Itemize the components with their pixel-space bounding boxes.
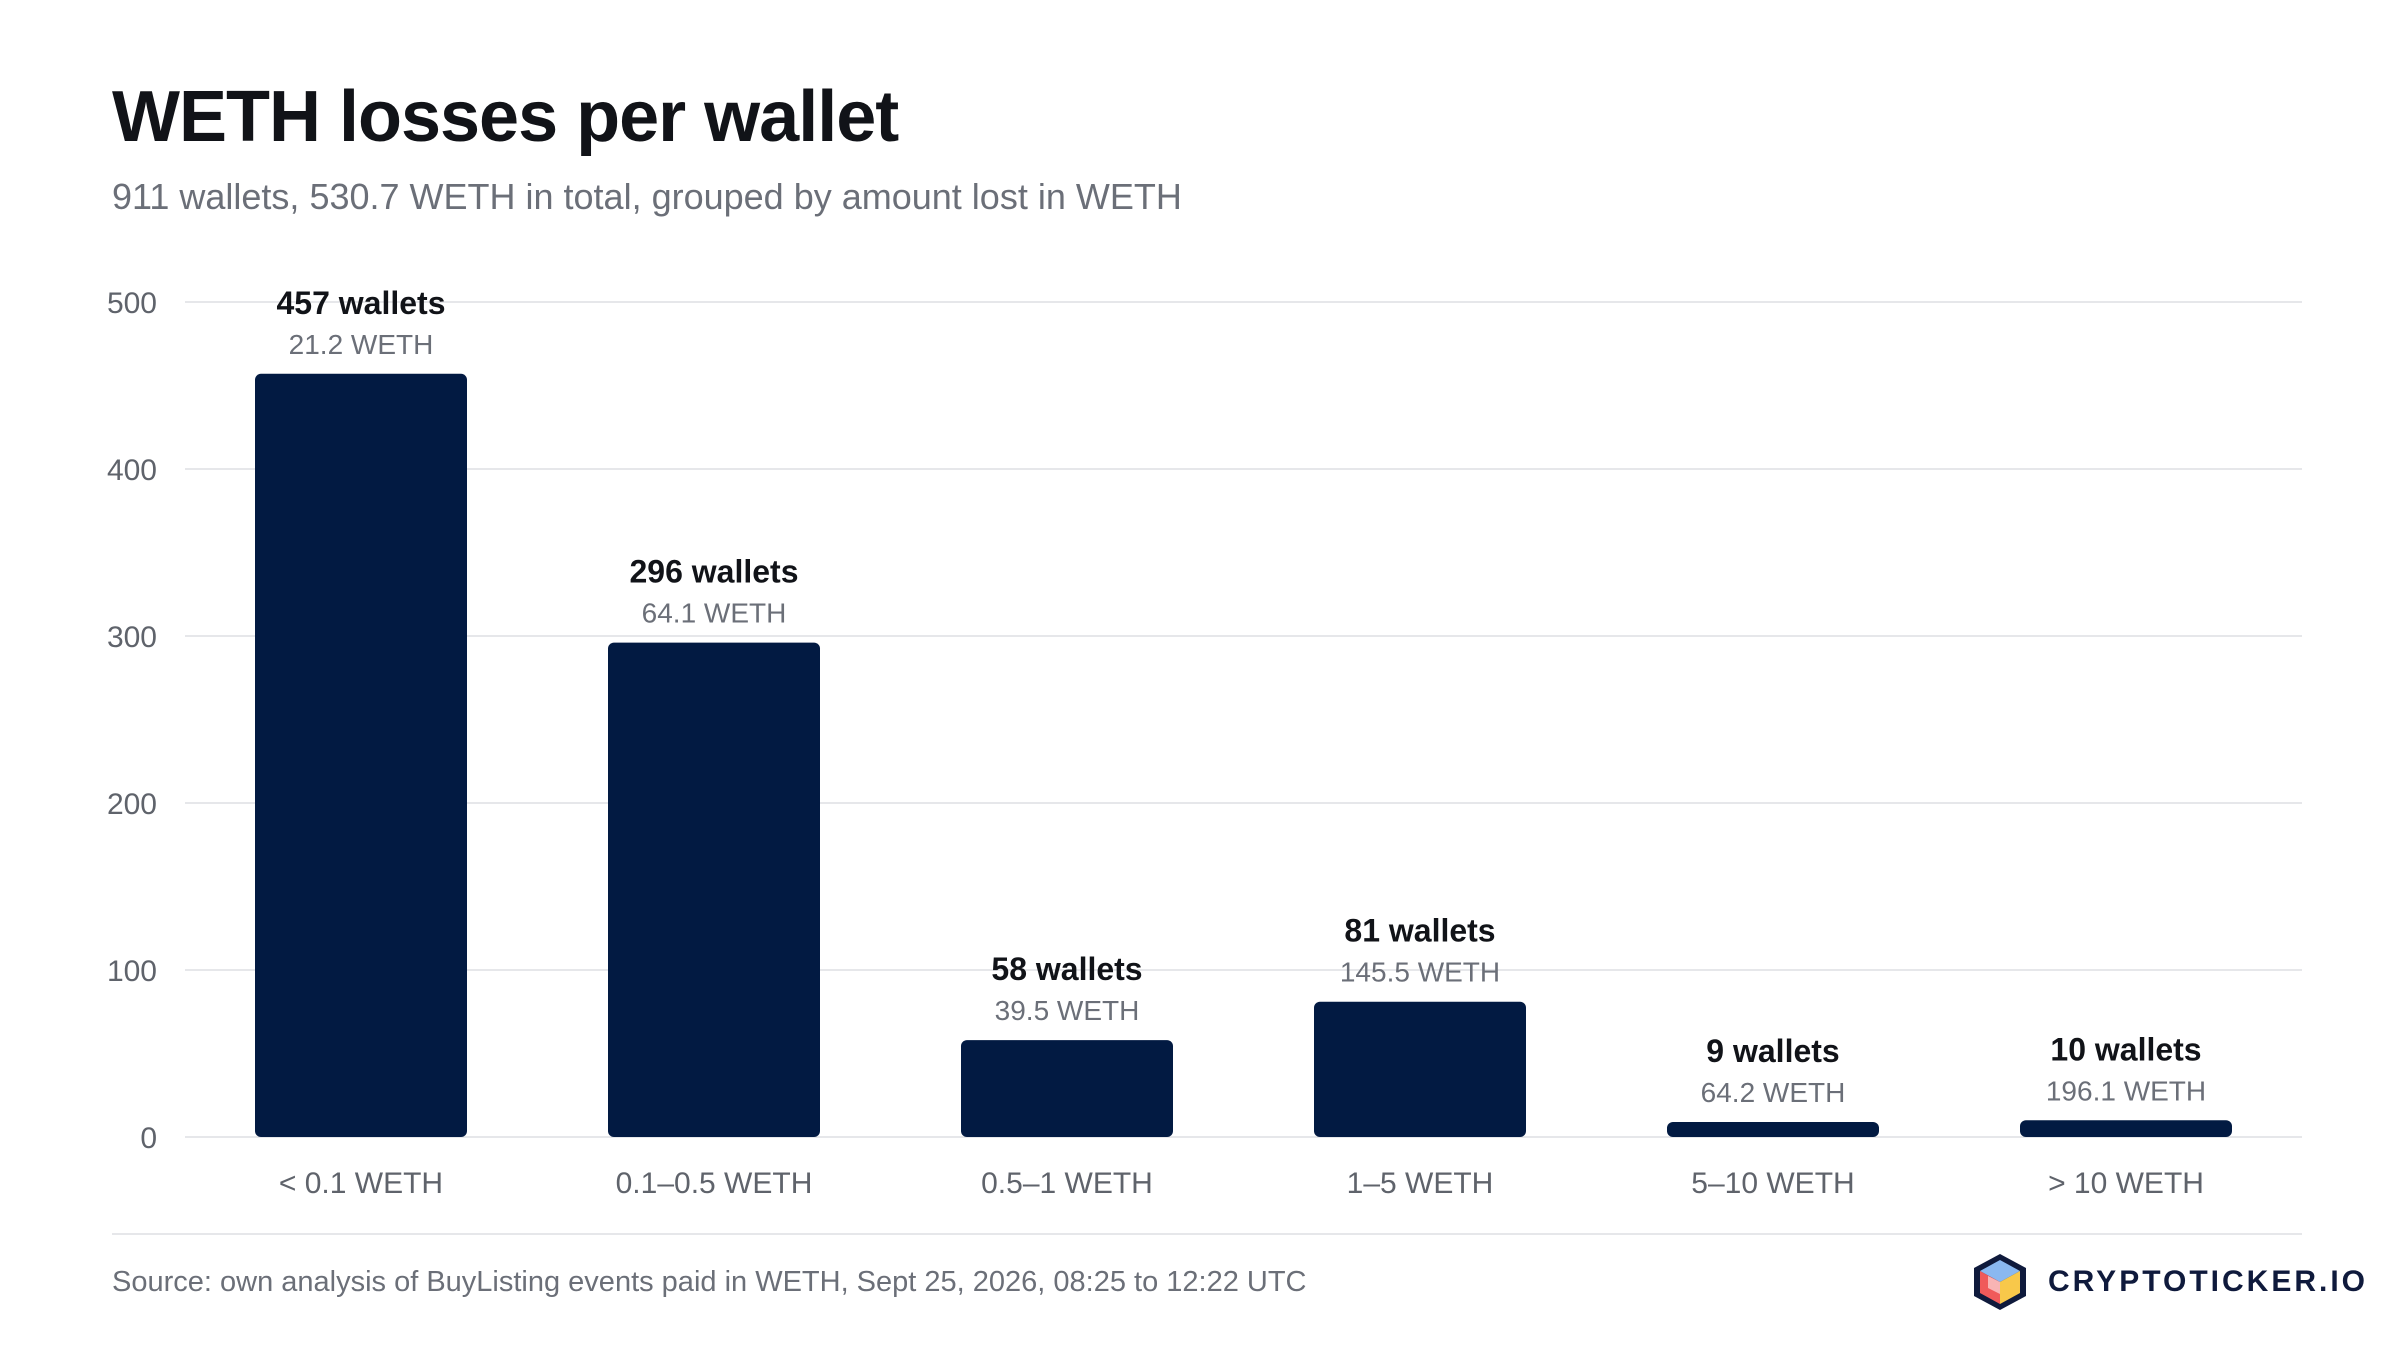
footer-divider — [112, 1233, 2302, 1235]
bar — [1667, 1121, 1879, 1137]
bar-weth-label: 64.1 WETH — [642, 598, 787, 629]
cube-logo-icon — [1973, 1254, 2026, 1310]
bar-value-label: 10 wallets — [2050, 1031, 2201, 1067]
x-tick-label: > 10 WETH — [2048, 1167, 2204, 1200]
bar — [961, 1040, 1173, 1137]
x-tick-label: 5–10 WETH — [1691, 1167, 1854, 1200]
chart-subtitle: 911 wallets, 530.7 WETH in total, groupe… — [112, 176, 1182, 217]
bar-value-label: 296 wallets — [630, 554, 799, 590]
bar-value-label: 58 wallets — [991, 951, 1142, 987]
x-tick-label: 1–5 WETH — [1347, 1167, 1494, 1200]
bar-weth-label: 21.2 WETH — [289, 329, 434, 360]
bar-value-label: 9 wallets — [1706, 1033, 1839, 1069]
x-tick-label: 0.1–0.5 WETH — [616, 1167, 813, 1200]
bar — [1314, 1001, 1526, 1137]
data-labels: 457 wallets 21.2 WETH 296 wallets 64.1 WETH… — [277, 285, 2207, 1108]
brand-name: CRYPTOTICKER.IO — [2047, 1265, 2368, 1298]
bar-weth-label: 196.1 WETH — [2046, 1075, 2206, 1106]
bars — [255, 373, 2232, 1137]
brand: CRYPTOTICKER.IO — [1970, 1252, 2368, 1312]
y-tick-label: 100 — [107, 955, 157, 988]
bar — [608, 642, 820, 1137]
bar-weth-label: 145.5 WETH — [1340, 957, 1500, 988]
y-tick-label: 200 — [107, 788, 157, 821]
x-tick-label: 0.5–1 WETH — [981, 1167, 1153, 1200]
y-tick-label: 300 — [107, 621, 157, 654]
chart-title: WETH losses per wallet — [112, 77, 899, 157]
bar — [255, 373, 467, 1137]
source-note: Source: own analysis of BuyListing event… — [112, 1266, 1307, 1298]
bar-value-label: 81 wallets — [1344, 913, 1495, 949]
x-axis-ticks: < 0.1 WETH 0.1–0.5 WETH 0.5–1 WETH 1–5 WETH… — [279, 1167, 2204, 1200]
y-axis-ticks: 0 100 200 300 400 500 — [107, 287, 157, 1155]
gridlines — [185, 301, 2302, 1138]
bar-weth-label: 39.5 WETH — [995, 995, 1140, 1026]
bar — [2020, 1120, 2232, 1137]
bar-weth-label: 64.2 WETH — [1701, 1077, 1846, 1108]
y-tick-label: 0 — [140, 1122, 157, 1155]
y-tick-label: 500 — [107, 287, 157, 320]
bar-value-label: 457 wallets — [277, 285, 446, 321]
y-tick-label: 400 — [107, 454, 157, 487]
x-tick-label: < 0.1 WETH — [279, 1167, 443, 1200]
